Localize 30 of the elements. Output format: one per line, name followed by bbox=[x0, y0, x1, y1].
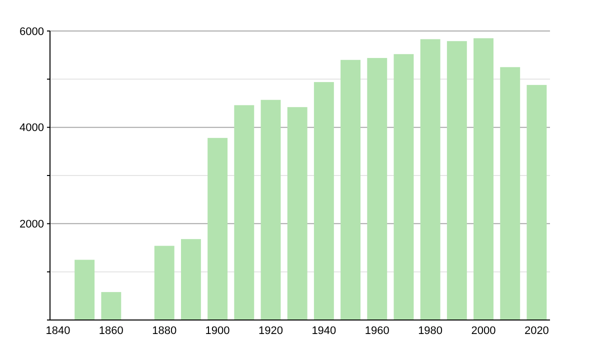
bar bbox=[234, 105, 254, 320]
bar bbox=[180, 239, 201, 320]
bar bbox=[446, 41, 467, 320]
bar bbox=[500, 67, 520, 320]
x-tick-label: 2000 bbox=[471, 325, 496, 337]
bar bbox=[420, 39, 440, 320]
bar bbox=[367, 58, 388, 320]
bar bbox=[287, 107, 308, 320]
bar bbox=[260, 100, 281, 320]
x-tick-label: 1880 bbox=[152, 325, 177, 337]
bar bbox=[208, 138, 228, 320]
x-tick-label: 1920 bbox=[258, 325, 283, 337]
x-tick-label: 1960 bbox=[364, 325, 390, 337]
x-tick-label: 1860 bbox=[98, 325, 124, 337]
y-tick-label: 6000 bbox=[20, 26, 44, 38]
x-tick-label: 1940 bbox=[312, 325, 336, 337]
bar bbox=[526, 84, 547, 320]
y-tick-label: 2000 bbox=[20, 218, 44, 231]
bar bbox=[74, 260, 95, 320]
bar bbox=[474, 38, 494, 320]
x-tick-label: 1900 bbox=[205, 325, 230, 337]
x-tick-label: 2020 bbox=[524, 325, 549, 337]
x-tick-label: 1840 bbox=[46, 325, 70, 337]
bar bbox=[340, 60, 361, 320]
bar bbox=[394, 54, 414, 320]
bar bbox=[154, 246, 174, 320]
x-tick-label: 1980 bbox=[418, 325, 443, 337]
bar bbox=[314, 82, 334, 320]
y-tick-label: 4000 bbox=[20, 122, 44, 134]
bar bbox=[101, 292, 122, 320]
